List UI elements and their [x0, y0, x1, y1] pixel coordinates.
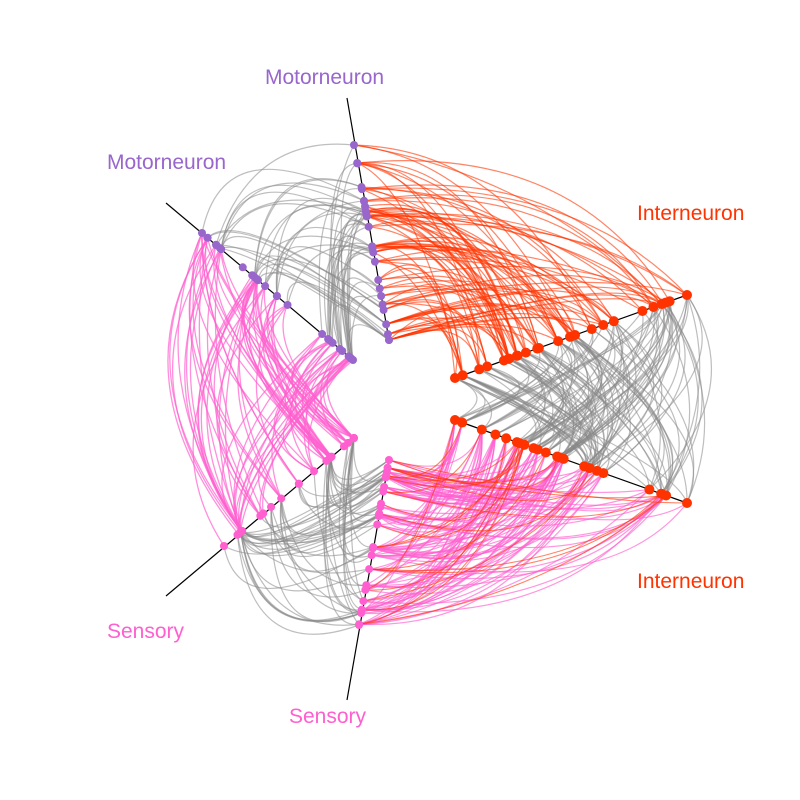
- node-motor-a: [376, 285, 384, 293]
- node-motor-b: [273, 292, 281, 300]
- axis-label-sensory-left: Sensory: [107, 620, 184, 644]
- axis-label-interneuron-lower: Interneuron: [637, 570, 744, 594]
- node-sensory-a: [355, 621, 363, 629]
- node-sensory-a: [358, 606, 366, 614]
- node-motor-b: [284, 301, 292, 309]
- node-sensory-b: [277, 494, 285, 502]
- node-inter-a: [637, 306, 647, 316]
- node-motor-a: [369, 248, 377, 256]
- node-sensory-a: [359, 597, 367, 605]
- node-inter-a: [587, 324, 597, 334]
- node-motor-a: [382, 320, 390, 328]
- node-inter-a: [665, 296, 675, 306]
- node-inter-b: [490, 429, 500, 439]
- node-motor-a: [371, 258, 379, 266]
- node-inter-a: [482, 361, 492, 371]
- node-inter-a: [450, 373, 460, 383]
- node-sensory-b: [295, 480, 303, 488]
- node-inter-a: [532, 344, 542, 354]
- node-sensory-a: [369, 544, 377, 552]
- node-sensory-a: [361, 586, 369, 594]
- node-sensory-b: [267, 503, 275, 511]
- node-sensory-a: [385, 456, 393, 464]
- node-sensory-a: [384, 464, 392, 472]
- node-motor-a: [358, 185, 366, 193]
- node-motor-b: [261, 282, 269, 290]
- node-inter-b: [512, 437, 522, 447]
- node-sensory-b: [220, 542, 228, 550]
- node-inter-a: [648, 302, 658, 312]
- node-motor-a: [379, 300, 387, 308]
- node-sensory-b: [233, 531, 241, 539]
- node-motor-b: [239, 263, 247, 271]
- axis-label-motorneuron-top: Motorneuron: [265, 66, 384, 90]
- axis-label-motorneuron-left: Motorneuron: [107, 151, 226, 175]
- node-sensory-a: [365, 565, 373, 573]
- node-motor-a: [360, 197, 368, 205]
- node-sensory-b: [340, 442, 348, 450]
- node-inter-b: [584, 463, 594, 473]
- node-inter-b: [644, 485, 654, 495]
- node-inter-b: [501, 433, 511, 443]
- node-inter-a: [553, 336, 563, 346]
- node-sensory-a: [382, 471, 390, 479]
- node-motor-a: [353, 159, 361, 167]
- node-motor-a: [363, 212, 371, 220]
- node-motor-a: [377, 292, 385, 300]
- node-inter-a: [598, 320, 608, 330]
- axis-label-sensory-bottom: Sensory: [289, 705, 366, 729]
- node-sensory-a: [368, 551, 376, 559]
- node-motor-b: [198, 229, 206, 237]
- node-inter-a: [609, 316, 619, 326]
- node-sensory-b: [327, 453, 335, 461]
- node-inter-b: [450, 415, 460, 425]
- node-sensory-b: [310, 467, 318, 475]
- node-motor-b: [336, 345, 344, 353]
- node-sensory-a: [377, 500, 385, 508]
- node-motor-b: [253, 275, 261, 283]
- node-motor-a: [385, 336, 393, 344]
- node-motor-b: [349, 356, 357, 364]
- node-inter-b: [477, 425, 487, 435]
- node-motor-a: [374, 276, 382, 284]
- node-motor-b: [326, 337, 334, 345]
- node-inter-b: [656, 489, 666, 499]
- axis-label-interneuron-upper: Interneuron: [637, 202, 744, 226]
- node-inter-a: [682, 290, 692, 300]
- node-inter-a: [499, 355, 509, 365]
- node-inter-b: [552, 452, 562, 462]
- node-motor-b: [217, 245, 225, 253]
- node-sensory-a: [380, 483, 388, 491]
- node-sensory-b: [259, 509, 267, 517]
- node-inter-b: [682, 498, 692, 508]
- node-sensory-a: [373, 520, 381, 528]
- node-sensory-a: [375, 512, 383, 520]
- node-inter-a: [566, 332, 576, 342]
- node-inter-b: [541, 448, 551, 458]
- node-inter-b: [598, 468, 608, 478]
- node-motor-a: [350, 141, 358, 149]
- node-sensory-b: [350, 434, 358, 442]
- node-motor-a: [365, 223, 373, 231]
